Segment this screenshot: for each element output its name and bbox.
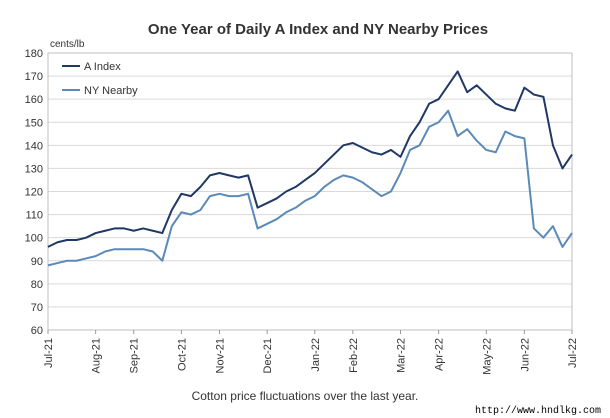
x-tick-label: Nov-21 bbox=[214, 338, 226, 373]
x-tick-label: Jul-22 bbox=[567, 338, 579, 368]
caption: Cotton price fluctuations over the last … bbox=[192, 389, 419, 403]
plot-frame bbox=[47, 52, 573, 331]
y-tick-label: 60 bbox=[31, 325, 43, 337]
chart-title: One Year of Daily A Index and NY Nearby … bbox=[148, 21, 488, 38]
line-series bbox=[47, 109, 573, 267]
x-tick-label: Jan-22 bbox=[310, 338, 322, 372]
y-axis-label: cents/lb bbox=[50, 39, 85, 50]
y-tick-label: 80 bbox=[31, 279, 43, 291]
x-tick-label: Aug-21 bbox=[91, 338, 103, 373]
y-tick-label: 140 bbox=[25, 140, 43, 152]
y-tick-label: 180 bbox=[25, 48, 43, 60]
x-tick-label: May-22 bbox=[481, 338, 493, 375]
y-tick-label: 90 bbox=[31, 256, 43, 268]
x-tick-label: Jul-21 bbox=[43, 338, 55, 368]
y-tick-label: 100 bbox=[25, 233, 43, 245]
x-tick-label: Apr-22 bbox=[434, 338, 446, 371]
y-tick-label: 120 bbox=[25, 187, 43, 199]
x-tick-label: Feb-22 bbox=[348, 338, 360, 373]
legend-label: A Index bbox=[84, 61, 121, 73]
x-tick-label: Mar-22 bbox=[396, 338, 408, 373]
x-tick-label: Jun-22 bbox=[519, 338, 531, 372]
legend-label: NY Nearby bbox=[84, 85, 138, 97]
y-tick-label: 160 bbox=[25, 94, 43, 106]
y-tick-label: 70 bbox=[31, 302, 43, 314]
y-tick-label: 170 bbox=[25, 71, 43, 83]
watermark: http://www.hndlkg.com bbox=[475, 405, 601, 417]
x-tick-label: Sep-21 bbox=[129, 338, 141, 373]
x-tick-label: Dec-21 bbox=[262, 338, 274, 373]
y-tick-label: 130 bbox=[25, 163, 43, 175]
y-tick-label: 110 bbox=[25, 210, 43, 222]
y-tick-label: 150 bbox=[25, 117, 43, 129]
line-series bbox=[47, 70, 573, 248]
x-tick-label: Oct-21 bbox=[176, 338, 188, 371]
